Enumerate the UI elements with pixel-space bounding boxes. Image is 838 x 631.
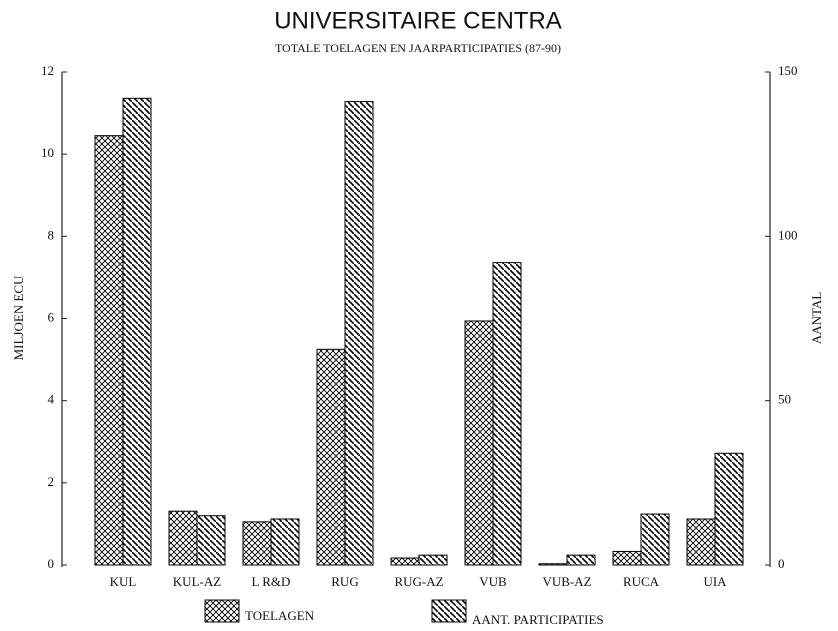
bar	[242, 521, 272, 566]
y2-tick-label: 50	[778, 392, 791, 407]
bar	[316, 348, 346, 566]
bar	[640, 513, 670, 566]
bar	[686, 518, 716, 566]
bar	[196, 515, 226, 566]
y2-tick-label: 100	[778, 227, 798, 242]
bar	[168, 510, 198, 566]
bar	[94, 135, 124, 566]
y-tick-label: 4	[48, 392, 55, 407]
bar	[492, 262, 522, 566]
x-tick-label: L R&D	[252, 574, 291, 589]
bar	[538, 563, 568, 566]
x-tick-label: RUCA	[623, 574, 660, 589]
chart-subtitle: TOTALE TOELAGEN EN JAARPARTICIPATIES (87…	[275, 41, 561, 55]
y-tick-label: 6	[48, 309, 55, 324]
bar	[566, 554, 596, 566]
y-tick-label: 2	[48, 474, 55, 489]
y-axis-title: MILJOEN ECU	[11, 275, 26, 360]
bar	[418, 554, 448, 566]
y-tick-label: 12	[41, 63, 54, 78]
y2-tick-label: 150	[778, 63, 798, 78]
x-tick-label: KUL-AZ	[173, 574, 221, 589]
bar	[390, 557, 420, 566]
bar	[714, 452, 744, 566]
y-tick-label: 10	[41, 145, 54, 160]
bar	[612, 550, 642, 566]
legend-label: AANT. PARTICIPATIES	[472, 612, 604, 627]
y2-axis-title: AANTAL	[809, 292, 824, 344]
chart-title: UNIVERSITAIRE CENTRA	[274, 7, 562, 34]
x-tick-label: RUG	[331, 574, 358, 589]
x-tick-label: UIA	[703, 574, 727, 589]
x-tick-label: VUB-AZ	[542, 574, 591, 589]
legend-swatch	[431, 599, 467, 623]
y2-tick-label: 0	[778, 556, 785, 571]
bar	[122, 97, 152, 566]
x-tick-label: RUG-AZ	[394, 574, 443, 589]
bar	[270, 518, 300, 566]
y-tick-label: 8	[48, 227, 55, 242]
legend-label: TOELAGEN	[245, 608, 315, 623]
legend-swatch	[204, 599, 240, 623]
bar	[344, 101, 374, 566]
x-tick-label: VUB	[479, 574, 507, 589]
bar	[464, 320, 494, 566]
x-tick-label: KUL	[110, 574, 137, 589]
y-tick-label: 0	[48, 556, 55, 571]
